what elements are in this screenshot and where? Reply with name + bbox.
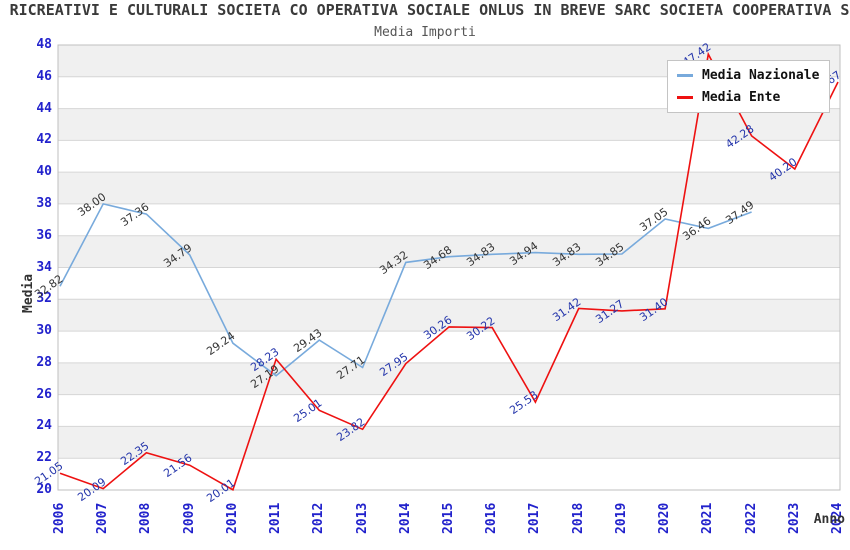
- y-tick-label: 24: [36, 418, 52, 434]
- legend-line-swatch-nazionale: [677, 74, 693, 77]
- x-tick-label: 2008: [138, 502, 154, 534]
- x-tick-label: 2009: [181, 502, 197, 534]
- x-tick-label: 2019: [613, 502, 629, 534]
- x-tick-label: 2013: [354, 502, 370, 534]
- x-tick-label: 2010: [224, 502, 240, 534]
- y-tick-label: 48: [36, 37, 52, 52]
- legend: Media Nazionale Media Ente: [667, 60, 831, 113]
- x-tick-label: 2011: [268, 502, 284, 534]
- x-tick-label: 2022: [743, 502, 759, 534]
- y-tick-label: 30: [36, 323, 52, 339]
- y-tick-label: 36: [36, 227, 52, 243]
- legend-line-swatch-ente: [677, 96, 693, 99]
- x-tick-label: 2020: [657, 502, 673, 534]
- y-tick-label: 32: [36, 291, 52, 307]
- y-tick-label: 22: [36, 450, 52, 466]
- x-tick-label: 2006: [52, 502, 67, 534]
- y-tick-label: 26: [36, 386, 52, 402]
- y-tick-label: 42: [36, 132, 52, 148]
- x-tick-label: 2015: [441, 502, 456, 534]
- x-tick-label: 2023: [786, 502, 802, 534]
- x-tick-label: 2007: [95, 502, 111, 534]
- y-tick-label: 44: [36, 100, 52, 116]
- x-tick-label: 2012: [311, 502, 327, 534]
- legend-label: Media Ente: [702, 90, 781, 105]
- legend-item-media-nazionale: Media Nazionale: [677, 68, 819, 83]
- y-tick-label: 34: [36, 259, 52, 275]
- legend-label: Media Nazionale: [702, 68, 820, 83]
- x-tick-label: 2014: [397, 502, 413, 534]
- legend-item-media-ente: Media Ente: [677, 90, 819, 105]
- x-tick-label: 2017: [527, 502, 543, 534]
- x-tick-label: 2021: [700, 502, 716, 534]
- x-tick-label: 2018: [570, 502, 586, 534]
- y-axis-title: Media: [21, 273, 36, 313]
- y-tick-label: 40: [36, 164, 52, 180]
- y-tick-label: 28: [36, 354, 52, 370]
- chart-subtitle: Media Importi: [374, 25, 476, 40]
- y-tick-label: 38: [36, 195, 52, 211]
- x-axis-title: Anno: [813, 512, 845, 527]
- x-tick-label: 2016: [484, 502, 500, 534]
- y-tick-label: 46: [36, 68, 52, 84]
- y-tick-label: 20: [36, 482, 52, 497]
- chart-title: I RICREATIVI E CULTURALI SOCIETA CO OPER…: [0, 1, 850, 19]
